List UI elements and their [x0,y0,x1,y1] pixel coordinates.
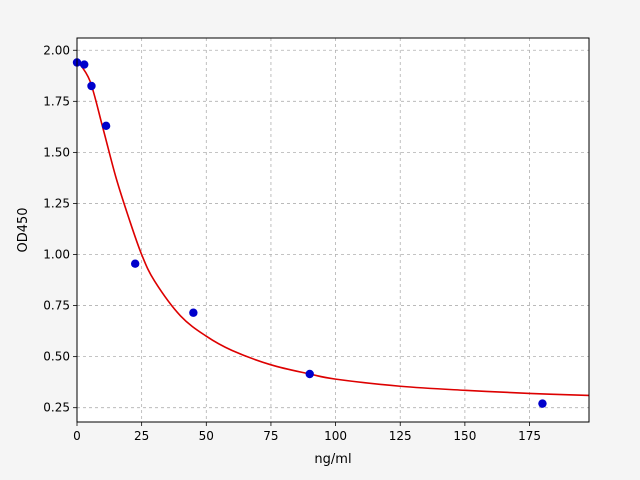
y-axis-ticks: 0.25 0.50 0.75 1.00 1.25 1.50 1.75 2.00 [43,43,77,415]
x-axis-label: ng/ml [314,452,351,467]
x-tick-label: 125 [389,429,412,443]
plot-frame [76,37,590,423]
x-tick-label: 25 [134,429,149,443]
x-tick-label: 100 [324,429,347,443]
y-tick-label: 1.75 [43,94,70,108]
data-point [305,369,314,379]
data-point [101,121,111,131]
y-tick-label: 1.25 [43,196,70,210]
grid-lines [76,38,589,422]
x-tick-label: 50 [199,429,214,443]
data-points-layer [72,58,547,408]
y-tick-label: 2.00 [43,43,70,57]
data-point [80,60,89,69]
x-axis-ticks: 0 25 50 75 100 125 150 175 [73,422,541,443]
data-point [130,259,140,268]
y-tick-label: 1.00 [43,248,70,262]
fit-curve-layer [77,60,589,397]
y-tick-label: 1.50 [43,145,70,159]
y-axis-label: OD450 [16,207,31,252]
x-tick-label: 175 [518,429,541,443]
fit-curve-line [77,60,589,397]
y-tick-label: 0.75 [43,299,70,313]
data-point [87,81,96,91]
data-point [538,399,547,408]
x-tick-label: 0 [73,429,81,443]
x-tick-label: 75 [263,429,278,443]
plot-area [77,38,589,422]
y-tick-label: 0.25 [43,401,70,415]
x-tick-label: 150 [453,429,476,443]
y-tick-label: 0.50 [43,350,70,364]
data-point [189,308,198,317]
